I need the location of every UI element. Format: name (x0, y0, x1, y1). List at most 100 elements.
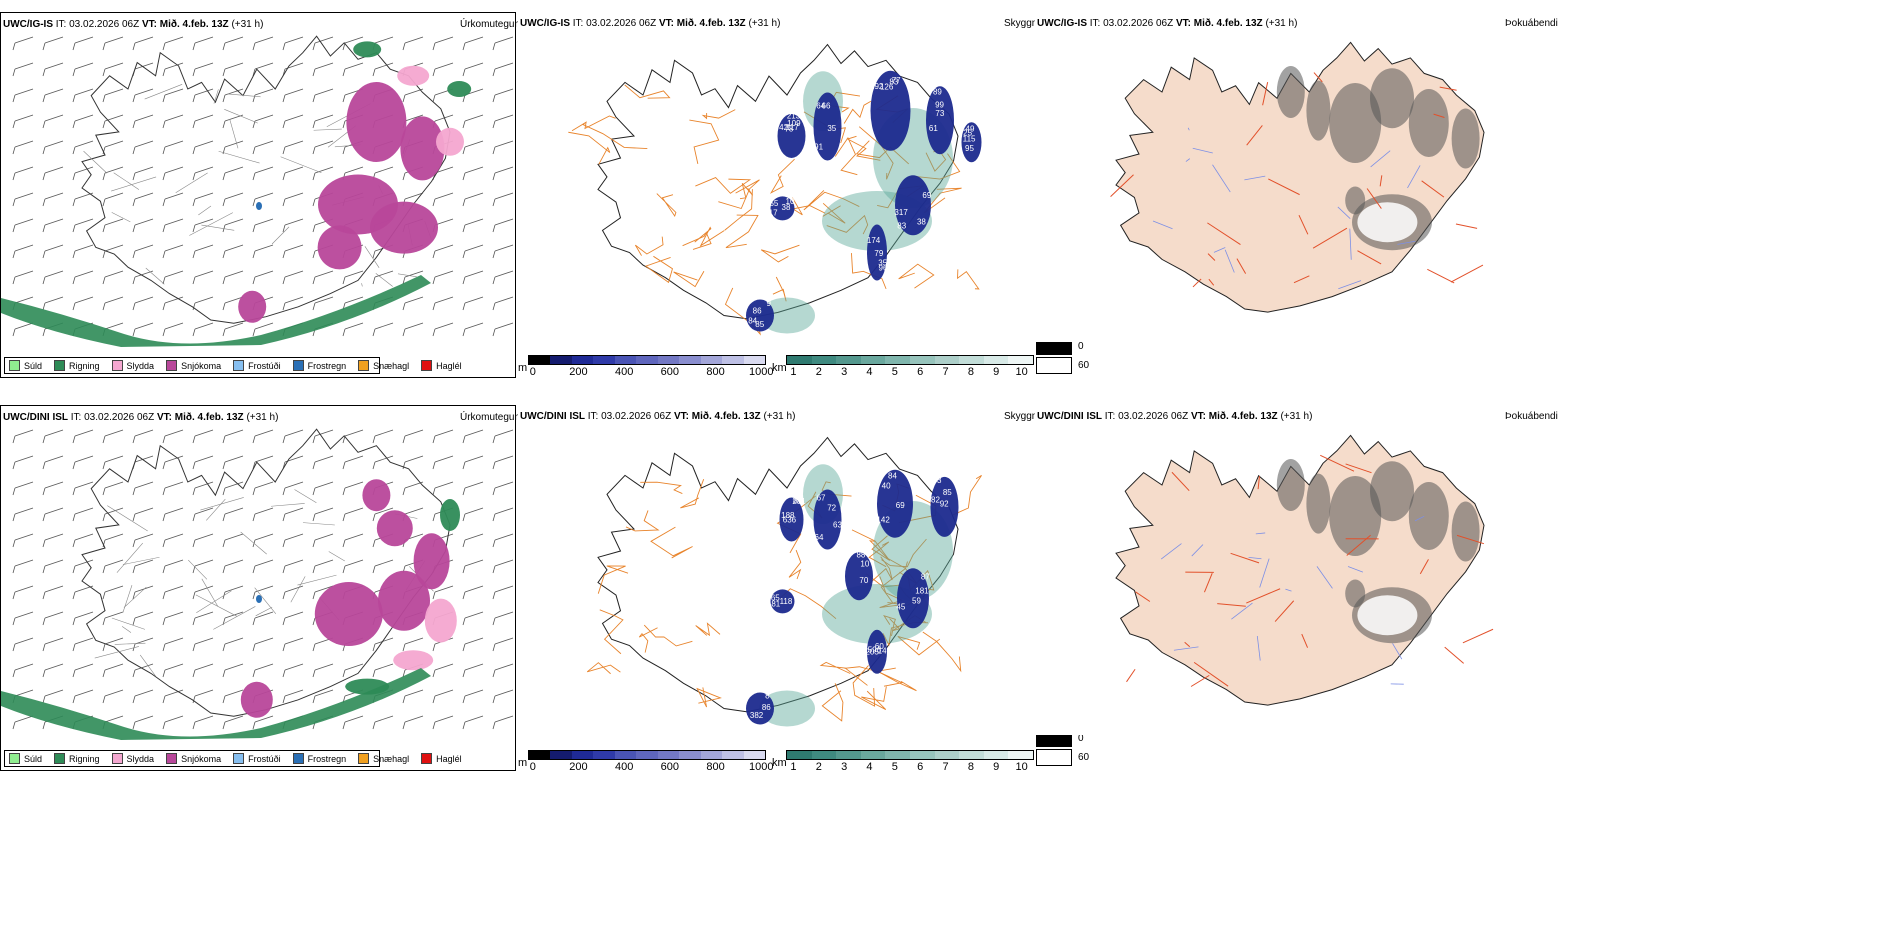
wind-barb (492, 322, 514, 337)
barb-flag (312, 198, 316, 207)
legend-label: Rigning (69, 753, 100, 764)
barb-flag (222, 302, 226, 311)
barb-flag (162, 721, 166, 730)
colorbar-tick: 3 (841, 366, 848, 378)
barb-shaft (254, 585, 274, 593)
barb-shaft (74, 88, 94, 96)
terrain-contour (270, 503, 305, 507)
wind-barb (42, 140, 64, 155)
barb-shaft (344, 663, 364, 671)
wind-barb (492, 663, 514, 678)
wind-barb (12, 533, 34, 548)
barb-shaft (14, 140, 34, 148)
barb-shaft (134, 192, 154, 200)
barb-flag (192, 302, 196, 311)
barb-shaft (494, 689, 514, 697)
barb-flag (222, 513, 226, 522)
river-line (1173, 646, 1199, 651)
barb-flag (12, 669, 16, 678)
barb-flag (12, 565, 16, 574)
legend-item: Rigning (54, 360, 100, 371)
barb-flag (192, 565, 196, 574)
barb-flag (282, 669, 286, 678)
visibility-map[interactable]: 188 67 84 103 59 60 81 8 10 281 64 142 85 181 141 118 38… (518, 405, 1033, 750)
road-line (695, 622, 721, 637)
visibility-value-label: 17 (769, 208, 778, 217)
precip-area-snow (314, 582, 383, 646)
road-line (1203, 572, 1213, 593)
river-line (1347, 566, 1364, 573)
wind-barb (72, 218, 94, 233)
terrain-contour (290, 576, 306, 603)
terrain-contour (116, 542, 143, 573)
road-line (701, 109, 736, 120)
legend-item: Slydda (111, 360, 154, 371)
wind-barb (432, 192, 454, 207)
colorbar-tick: 10 (1015, 366, 1028, 378)
wind-barb (162, 611, 184, 626)
road-line (1462, 628, 1494, 644)
wind-barb (162, 244, 184, 259)
barb-flag (312, 643, 316, 652)
wind-barb (192, 166, 214, 181)
barb-flag (252, 591, 256, 600)
wind-barb (222, 481, 244, 496)
wind-barb (42, 62, 64, 77)
precip-map[interactable] (1, 406, 515, 770)
barb-flag (72, 120, 76, 129)
barb-shaft (404, 296, 424, 304)
barb-flag (402, 42, 406, 51)
wind-barb (312, 689, 334, 704)
wind-barb (102, 270, 124, 285)
barb-flag (102, 276, 106, 285)
wind-barb (402, 689, 424, 704)
visibility-value-label: 142 (876, 516, 890, 525)
visibility-map[interactable]: 213 66 83 73 83 96 55 9 115 109 91 126 99 317 174 17 84 4… (518, 12, 1033, 357)
barb-flag (432, 94, 436, 103)
barb-shaft (494, 296, 514, 304)
barb-flag (102, 695, 106, 704)
barb-flag (162, 643, 166, 652)
barb-flag (132, 487, 136, 496)
road-line (821, 481, 852, 497)
fog-map[interactable] (1035, 405, 1555, 735)
legend-item: Snjókoma (166, 753, 221, 764)
fog-map[interactable] (1035, 12, 1555, 342)
barb-shaft (74, 637, 94, 645)
barb-shaft (224, 663, 244, 671)
wind-barb (42, 559, 64, 574)
road-line (851, 253, 887, 290)
river-line (1185, 158, 1191, 162)
wind-barb (162, 585, 184, 600)
barb-shaft (194, 533, 214, 541)
barb-shaft (464, 689, 484, 697)
legend-swatch (358, 360, 370, 371)
barb-shaft (44, 140, 64, 148)
barb-shaft (254, 507, 274, 515)
barb-shaft (374, 166, 394, 174)
visibility-value-label: 103 (928, 476, 942, 485)
wind-barb (42, 455, 64, 470)
precip-map[interactable] (1, 13, 515, 377)
river-line (1370, 150, 1391, 168)
barb-shaft (464, 140, 484, 148)
wind-barb (432, 481, 454, 496)
barb-flag (192, 276, 196, 285)
wind-barb (132, 192, 154, 207)
panel-title: UWC/DINI ISL IT: 03.02.2026 06Z VT: Mið.… (1037, 411, 1313, 422)
barb-shaft (314, 296, 334, 304)
panel-visibility-igis: UWC/IG-IS IT: 03.02.2026 06Z VT: Mið. 4.… (518, 12, 1040, 378)
barb-shaft (314, 270, 334, 278)
wind-barb (312, 114, 334, 129)
barb-flag (12, 94, 16, 103)
road-line (1427, 268, 1455, 284)
barb-flag (162, 276, 166, 285)
wind-barb (192, 715, 214, 730)
terrain-contour (213, 89, 219, 104)
barb-flag (192, 721, 196, 730)
road-line (1439, 86, 1457, 91)
wind-barb (282, 689, 304, 704)
wind-barb (72, 88, 94, 103)
colorbar-tick: 9 (993, 761, 1000, 773)
terrain-contour (111, 212, 131, 223)
